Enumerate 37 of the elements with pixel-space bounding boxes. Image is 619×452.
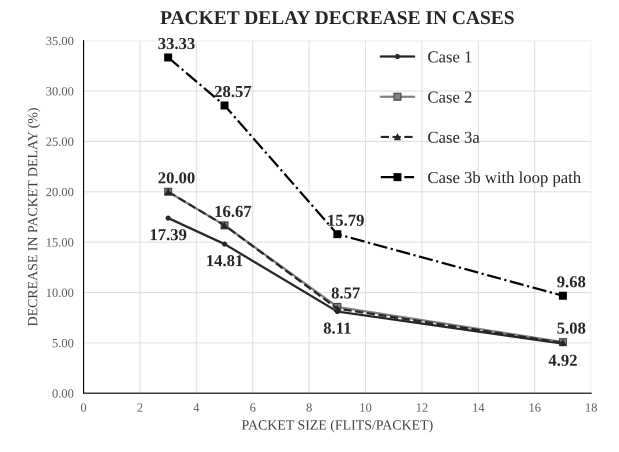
data-label: 4.92 [548, 354, 577, 366]
y-tick-label: 20.00 [46, 188, 74, 196]
data-label: 8.57 [332, 287, 360, 299]
x-tick-label: 2 [137, 403, 142, 412]
y-tick-label: 35.00 [46, 36, 74, 46]
chart-title: PACKET DELAY DECREASE IN CASES [160, 11, 514, 24]
x-tick-label: 4 [193, 403, 200, 412]
y-tick-label: 30.00 [46, 87, 74, 96]
x-tick-label: 14 [473, 403, 484, 412]
data-label: 14.81 [207, 255, 242, 266]
y-tick-label: 10.00 [46, 288, 74, 298]
x-axis-title: PACKET SIZE (FLITS/PACKET) [242, 420, 433, 432]
legend-label: Case 2 [428, 92, 472, 103]
y-axis-title: DECREASE IN PACKET DELAY (%) [28, 108, 40, 326]
legend-label: Case 3b with loop path [428, 171, 581, 187]
data-label: 15.79 [328, 214, 364, 226]
legend-label: Case 3a [428, 132, 480, 143]
x-tick-label: 6 [250, 403, 256, 412]
x-tick-label: 0 [80, 403, 86, 412]
x-tick-label: 12 [416, 403, 428, 412]
x-tick-label: 18 [586, 403, 597, 412]
y-tick-label: 0.00 [52, 389, 74, 398]
data-label: 16.67 [215, 206, 252, 218]
data-label: 28.57 [214, 86, 252, 98]
y-tick-label: 25.00 [46, 137, 74, 146]
data-label: 33.33 [158, 38, 195, 50]
data-label: 8.11 [324, 322, 351, 334]
data-label: 9.68 [557, 276, 586, 288]
data-label: 5.08 [557, 322, 586, 334]
x-tick-label: 16 [530, 403, 541, 412]
data-label: 20.00 [158, 172, 195, 184]
x-tick-label: 10 [360, 403, 372, 412]
y-tick-label: 5.00 [52, 338, 74, 348]
data-label: 17.39 [150, 229, 186, 240]
y-tick-label: 15.00 [46, 238, 74, 247]
legend-label: Case 1 [428, 51, 472, 63]
x-tick-label: 8 [306, 403, 312, 412]
